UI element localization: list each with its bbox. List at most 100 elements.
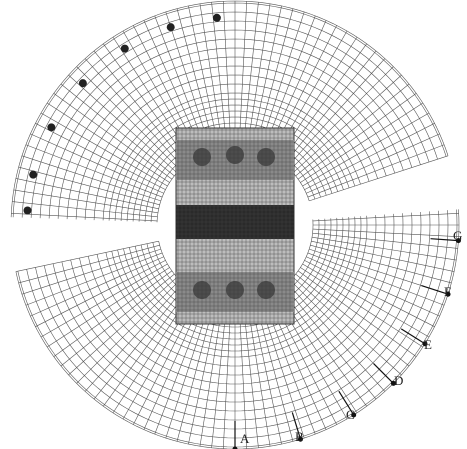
mesh-radial [310,244,452,284]
coil-spot [193,148,211,166]
mesh-arc [12,2,447,218]
mesh-radial [103,43,190,163]
coil-spot [257,281,275,299]
mesh-radial [25,252,163,306]
mesh-radial [53,93,173,180]
mesh-radial [304,260,435,327]
mesh-arc [75,65,387,220]
load-marker [23,206,32,215]
mesh-radial [242,302,259,448]
mesh-radial [304,123,435,190]
mesh-arc [48,38,413,219]
point-labels: A B C D E F G [240,228,462,446]
mesh-radial [46,102,170,183]
mesh-radial [297,93,417,180]
mesh-arc [61,212,413,403]
mesh-radial [306,133,440,194]
mesh-radial [246,301,271,447]
mesh-radial [15,178,159,210]
mesh-radial [40,112,168,187]
mesh-radial [35,260,166,327]
mesh-radial [46,267,170,348]
mesh-radial [283,285,377,400]
label-c: C [346,407,355,422]
mesh-radial [312,228,459,238]
mesh-radial [211,302,228,448]
mesh-radial [15,240,159,272]
mesh-radial [283,50,377,165]
arrow-head [422,341,428,347]
mesh-radial [21,155,161,202]
mesh-radial [199,3,224,149]
mesh-radial [18,166,160,206]
label-a: A [240,431,250,446]
coil-spot [226,146,244,164]
coil-spot [226,281,244,299]
arrow-line [291,412,302,440]
mesh-radial [222,302,232,449]
mesh-arc [57,47,404,219]
coil-spot [257,148,275,166]
arrow-head [232,446,238,449]
mesh-arc [66,56,396,220]
mesh-radial [188,301,220,445]
mesh-radial [242,2,259,148]
label-f: F [444,284,451,299]
mesh-radial [188,5,220,149]
load-marker [47,123,56,132]
mesh-radial [199,301,224,447]
mesh-radial [40,263,168,338]
mesh-arc [120,110,344,222]
mesh-radial [292,276,402,376]
mesh-arc [132,122,333,222]
mesh-radial [295,83,410,177]
mesh-radial [76,66,181,171]
mesh-radial [254,8,294,150]
mesh-arc [70,213,404,394]
mesh-radial [280,43,367,163]
mesh-radial [21,248,161,295]
load-marker [166,23,175,32]
mesh-radial [238,1,248,148]
mesh-radial [311,240,455,272]
mesh-arc [17,209,458,448]
mesh-arc [134,217,338,328]
mesh-radial [238,302,248,449]
mesh-radial [84,282,184,392]
mesh-radial [30,256,164,317]
mesh-radial [286,282,386,392]
mesh-radial [312,232,458,249]
mesh-radial [93,50,187,165]
mesh-radial [35,123,166,190]
mesh-radial [250,301,282,445]
mesh-radial [211,2,228,148]
mesh-radial [300,267,424,348]
mesh-radial [307,252,445,306]
mesh-arc [126,116,338,222]
mesh-arc [111,216,362,352]
mesh-radial [12,201,158,218]
arrow-head [445,291,451,297]
mesh-radial [18,244,160,284]
mesh-radial [93,285,187,400]
mesh-radial [11,212,158,222]
mesh-radial [30,133,164,194]
mesh-radial [246,3,271,149]
mesh-radial [68,74,178,174]
mesh-radial [307,144,445,198]
mesh-radial [60,273,175,367]
mesh-arc [26,210,449,439]
arrow-head [390,380,396,386]
mesh-radial [25,144,163,198]
arrow-head [455,238,461,244]
mesh-radial [280,287,367,407]
mesh-arc [52,212,422,412]
mesh-arc [10,0,449,218]
mesh-arc [30,20,430,218]
mesh-arc [21,11,438,218]
arrow-line [421,284,449,295]
mesh-arc [84,74,378,220]
mesh-radial [289,66,394,171]
mesh-arc [87,214,386,376]
mesh-arc [96,215,377,367]
